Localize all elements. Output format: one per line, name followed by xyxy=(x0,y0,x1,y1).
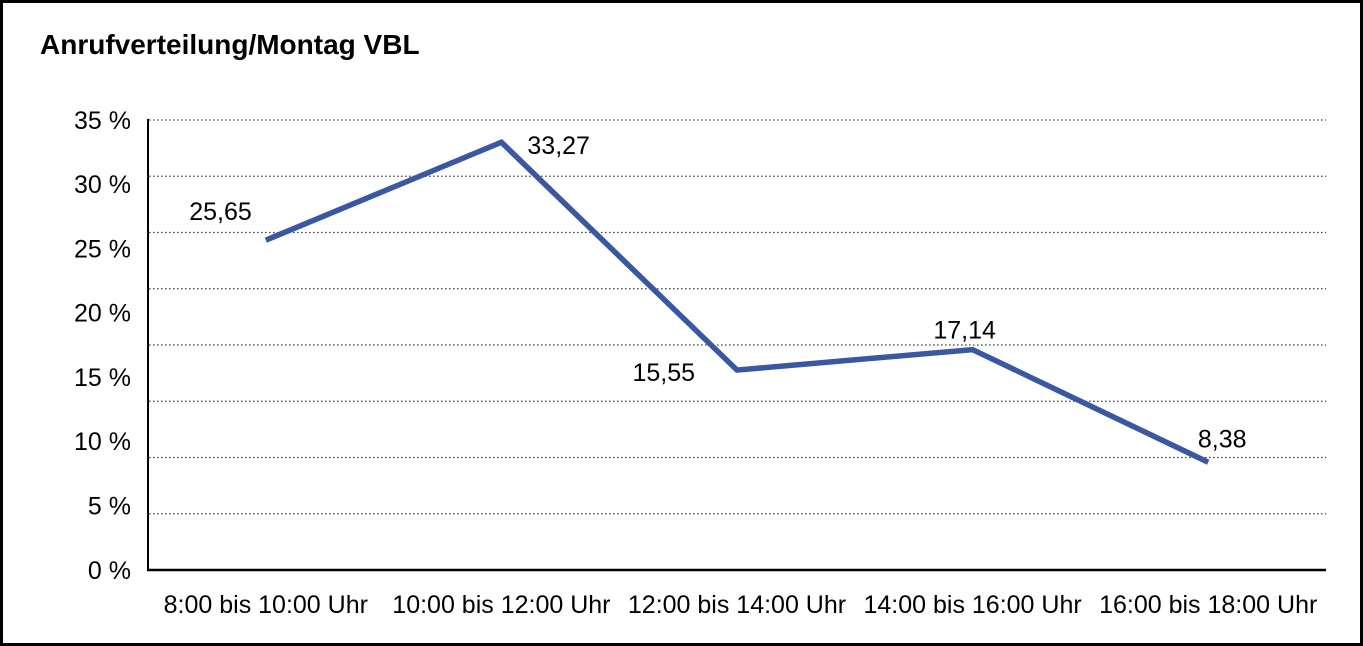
series-line xyxy=(264,139,1210,465)
value-label: 8,38 xyxy=(1198,425,1247,453)
value-labels: 25,65 33,27 15,55 17,14 8,38 xyxy=(189,132,1246,453)
x-tick-label: 16:00 bis 18:00 Uhr xyxy=(1099,591,1317,619)
value-label: 25,65 xyxy=(189,198,252,226)
chart-title: Anrufverteilung/Montag VBL xyxy=(40,29,420,60)
x-tick-label: 8:00 bis 10:00 Uhr xyxy=(164,591,368,619)
line-chart: 35 % 30 % 25 % 20 % 15 % 10 % 5 % 0 % 8:00 bis 1… xyxy=(74,107,1326,619)
y-tick-label: 20 % xyxy=(74,300,131,328)
x-axis-labels: 8:00 bis 10:00 Uhr 10:00 bis 12:00 Uhr 12:… xyxy=(164,591,1318,619)
y-tick-label: 35 % xyxy=(74,107,131,135)
y-tick-label: 25 % xyxy=(74,235,131,263)
x-tick-label: 10:00 bis 12:00 Uhr xyxy=(392,591,610,619)
y-tick-label: 0 % xyxy=(88,557,131,585)
x-tick-label: 12:00 bis 14:00 Uhr xyxy=(628,591,846,619)
value-label: 15,55 xyxy=(632,359,695,387)
y-tick-label: 15 % xyxy=(74,364,131,392)
y-tick-label: 5 % xyxy=(88,492,131,520)
y-gridlines xyxy=(149,119,1326,515)
y-tick-label: 30 % xyxy=(74,171,131,199)
y-tick-label: 10 % xyxy=(74,428,131,456)
value-label: 17,14 xyxy=(933,317,996,345)
y-axis-labels: 35 % 30 % 25 % 20 % 15 % 10 % 5 % 0 % xyxy=(74,107,131,585)
value-label: 33,27 xyxy=(527,132,590,160)
x-tick-label: 14:00 bis 16:00 Uhr xyxy=(863,591,1081,619)
